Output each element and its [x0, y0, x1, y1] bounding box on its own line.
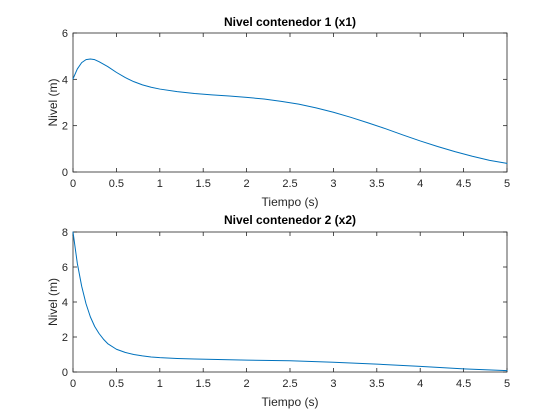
x-tick-label: 1	[157, 378, 163, 390]
chart-title: Nivel contenedor 2 (x2)	[224, 213, 356, 227]
x-tick-label: 2.5	[282, 178, 297, 190]
series-line	[72, 231, 508, 372]
x-tick-label: 4.5	[456, 378, 471, 390]
x-tick-label: 1	[157, 178, 163, 190]
subplot-nivel-contenedor-2: Nivel contenedor 2 (x2) Tiempo (s) Nivel…	[46, 213, 510, 409]
x-tick-label: 2.5	[282, 378, 297, 390]
x-tick-label: 5	[504, 178, 510, 190]
y-tick-label: 6	[62, 28, 68, 40]
y-tick-label: 4	[62, 74, 68, 86]
x-tick-label: 3.5	[369, 378, 384, 390]
y-tick-label: 0	[62, 167, 68, 179]
x-axis-label: Tiempo (s)	[262, 395, 319, 409]
x-axis-label: Tiempo (s)	[262, 195, 319, 209]
series-line	[72, 58, 508, 164]
x-tick-label: 0.5	[109, 378, 124, 390]
y-tick-label: 2	[62, 332, 68, 344]
y-tick-label: 8	[62, 227, 68, 239]
x-tick-label: 4	[417, 378, 423, 390]
x-tick-label: 5	[504, 378, 510, 390]
y-tick-label: 4	[62, 297, 68, 309]
chart-title: Nivel contenedor 1 (x1)	[224, 15, 356, 29]
y-axis-label: Nivel (m)	[46, 79, 60, 127]
y-tick-label: 0	[62, 367, 68, 379]
y-tick-label: 6	[62, 262, 68, 274]
x-tick-label: 3.5	[369, 178, 384, 190]
x-tick-label: 4.5	[456, 178, 471, 190]
x-tick-label: 1.5	[196, 378, 211, 390]
x-tick-label: 0.5	[109, 178, 124, 190]
y-tick-label: 2	[62, 121, 68, 133]
x-tick-label: 4	[417, 178, 423, 190]
y-axis-label: Nivel (m)	[46, 278, 60, 326]
x-tick-label: 3	[330, 378, 336, 390]
x-tick-label: 2	[244, 378, 250, 390]
plot-area: 0 0.5 1 1.5 2 2.5 3 3.5 4 4.5 5 0 2 4 6	[62, 28, 510, 190]
plot-area: 0 0.5 1 1.5 2 2.5 3 3.5 4 4.5 5 0 2 4 6 8	[62, 227, 510, 390]
x-tick-label: 0	[70, 178, 76, 190]
x-tick-label: 0	[70, 378, 76, 390]
x-tick-label: 3	[330, 178, 336, 190]
x-tick-label: 2	[244, 178, 250, 190]
subplot-nivel-contenedor-1: Nivel contenedor 1 (x1) Tiempo (s) Nivel…	[46, 15, 510, 209]
x-tick-label: 1.5	[196, 178, 211, 190]
